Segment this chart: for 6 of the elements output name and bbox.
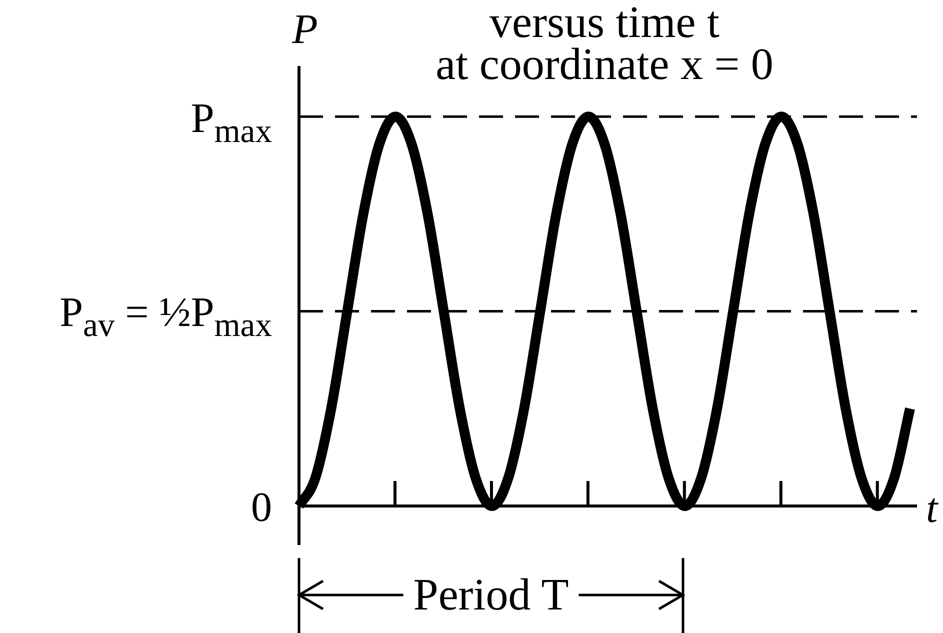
ref-line-label: P$_{av}$ = ½P$_{max}$ [60, 290, 272, 344]
ref-line-label: P$_{max}$ [190, 96, 272, 150]
text: 0 [251, 485, 272, 531]
y-axis-title: P [292, 7, 318, 53]
x-axis-title: t [926, 486, 938, 532]
text: Period T [413, 570, 569, 620]
